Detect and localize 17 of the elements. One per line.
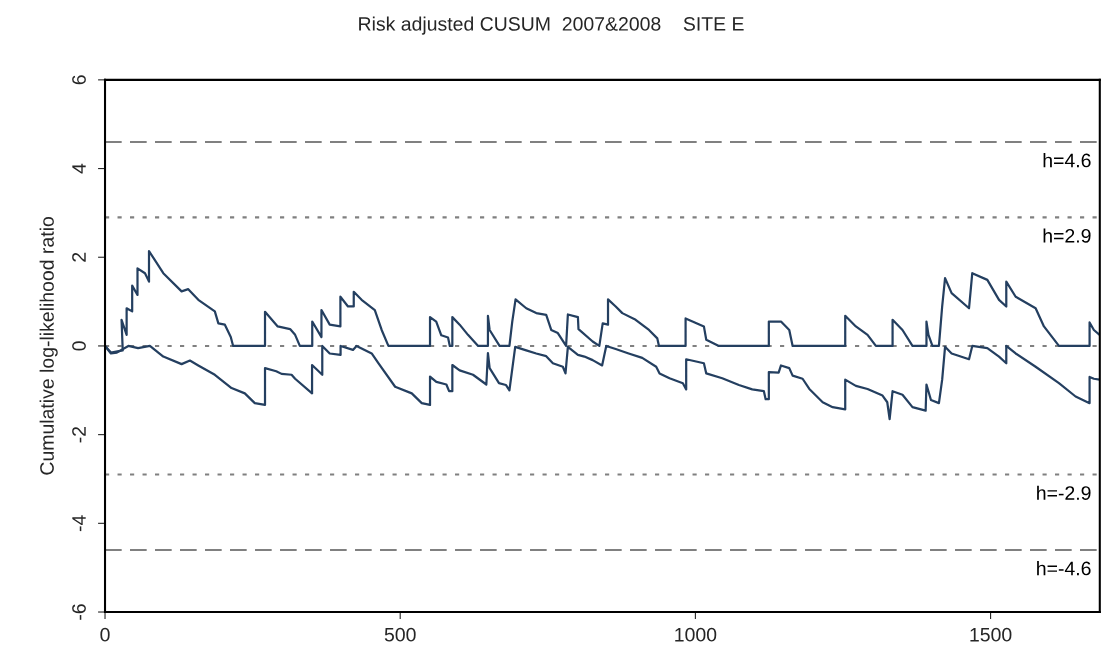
ref-line-label: h=4.6 [1043,153,1091,168]
x-tick-label: 500 [384,627,416,642]
ref-line-label: h=-4.6 [1037,561,1091,576]
y-tick-label: -4 [72,515,86,532]
y-axis-title: Cumulative log-likelihood ratio [39,217,58,475]
y-tick-label: 2 [72,252,86,262]
x-tick-label: 0 [100,627,110,642]
ref-line-label: h=2.9 [1043,228,1091,243]
y-tick-label: -2 [72,426,86,443]
y-tick-label: 0 [72,341,86,351]
y-tick-label: 4 [72,163,86,174]
x-tick-label: 1000 [675,627,717,642]
y-tick-label: -6 [72,604,86,620]
ref-line-label: h=-2.9 [1037,485,1091,500]
chart-title: Risk adjusted CUSUM 2007&2008 SITE E [359,16,744,35]
x-tick-label: 1500 [970,627,1012,642]
y-tick-label: 6 [72,75,86,85]
